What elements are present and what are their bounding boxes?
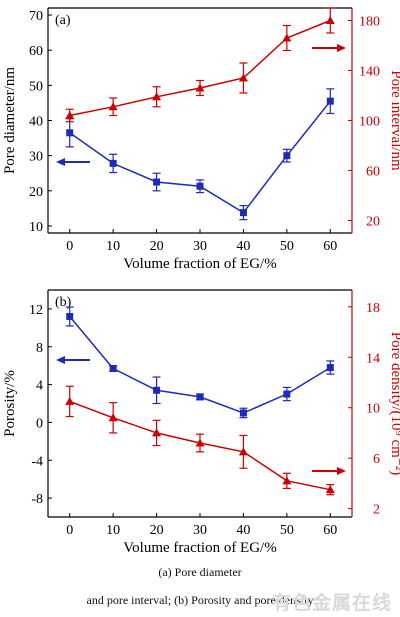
panel-b-series-blue-point [239, 409, 247, 417]
panel-b-right-tick-label: 2 [373, 503, 380, 518]
panel-a-series-blue-line [69, 100, 331, 214]
panel-b-label: (b) [55, 295, 72, 310]
panel-a-series-blue-point [326, 97, 334, 105]
panel-b-series-blue-point [326, 364, 334, 372]
panel-a-left-axis-arrowhead [56, 158, 65, 166]
panel-b-left-axis-arrowhead [56, 356, 65, 364]
panel-b-series-blue-point [283, 390, 291, 398]
panel-b-x-tick-label: 40 [236, 523, 250, 538]
panel-b-x-tick-label: 10 [106, 523, 120, 538]
panel-a-right-tick-label: 60 [366, 165, 380, 180]
panel-b-series-red-point [325, 485, 335, 494]
panel-a-left-axis-label: Pore diameter/nm [2, 67, 18, 174]
panel-a-right-axis-label: Pore interval/nm [388, 70, 400, 171]
panel-a-series-blue-point [239, 209, 247, 217]
panel-b-series-red-point [282, 476, 292, 485]
panel-b-left-tick-label: 4 [36, 379, 43, 394]
panel-a-series-blue-point [109, 159, 117, 167]
panel-a-x-tick-label: 60 [323, 239, 337, 254]
panel-b-left-tick-label: 0 [36, 416, 43, 431]
panel-a-left-tick-label: 40 [29, 115, 43, 130]
panel-b-x-tick-label: 20 [150, 523, 164, 538]
panel-b-series-blue-point [196, 393, 204, 401]
panel-a-series-red-point [282, 33, 292, 42]
panel-b-left-tick-label: 12 [29, 303, 43, 318]
panel-a-x-tick-label: 20 [150, 239, 164, 254]
panel-a-right-axis-arrowhead [337, 44, 346, 52]
panel-a-left-tick-label: 20 [29, 185, 43, 200]
panel-a-series-red-line [69, 19, 331, 117]
panel-a-series-red-point [108, 102, 118, 111]
panel-b-series-blue-point [153, 386, 161, 394]
panel-b-series-red-point [195, 438, 205, 447]
panel-a-x-tick-label: 10 [106, 239, 120, 254]
panel-a-series-red-point [195, 83, 205, 92]
panel-a-left-tick-label: 10 [29, 220, 43, 235]
panel-a-left-tick-label: 30 [29, 150, 43, 165]
panel-b-left-tick-label: 8 [36, 341, 43, 356]
watermark: 有色金属在线 [271, 592, 392, 614]
panel-b-series-red-point [152, 428, 162, 437]
panel-b-x-tick-label: 50 [280, 523, 294, 538]
panel-a-x-tick-label: 40 [236, 239, 250, 254]
panel-b-left-tick-label: -8 [31, 492, 43, 507]
panel-a-series-red-point [325, 16, 335, 24]
panel-b-right-tick-label: 18 [366, 301, 380, 316]
figure-caption-line-2: and pore interval; (b) Porosity and pore… [86, 593, 314, 607]
panel-a-series-blue-point [283, 152, 291, 160]
panel-a-left-tick-label: 50 [29, 79, 43, 94]
panel-b-x-axis-label: Volume fraction of EG/% [123, 540, 276, 556]
panel-b-right-axis-label: Pore density/(10⁹ cm⁻²) [388, 332, 400, 475]
figure-caption-line-1: (a) Pore diameter [158, 565, 242, 579]
panel-a-left-tick-label: 70 [29, 9, 43, 24]
panel-a-series-blue-point [196, 182, 204, 190]
panel-a-right-tick-label: 20 [366, 215, 380, 230]
panel-a-x-tick-label: 0 [66, 239, 73, 254]
panel-a-series-red-point [238, 73, 248, 82]
panel-b-x-tick-label: 0 [66, 523, 73, 538]
panel-b-right-tick-label: 14 [366, 351, 380, 366]
panel-a-label: (a) [55, 13, 71, 28]
panel-a-x-tick-label: 30 [193, 239, 207, 254]
panel-a-left-tick-label: 60 [29, 44, 43, 59]
panel-a-x-axis-label: Volume fraction of EG/% [123, 256, 276, 272]
panel-b-series-blue-point [66, 312, 74, 320]
panel-a-right-tick-label: 140 [359, 65, 380, 80]
panel-b-x-tick-label: 30 [193, 523, 207, 538]
panel-a-x-tick-label: 50 [280, 239, 294, 254]
panel-b-series-red-point [65, 396, 75, 405]
panel-a-series-blue-point [66, 129, 74, 137]
panel-b-right-axis-arrowhead [337, 467, 346, 475]
panel-b-left-axis-label: Porosity/% [2, 370, 18, 437]
panel-a-series-blue-point [153, 178, 161, 186]
panel-b-right-tick-label: 10 [366, 402, 380, 417]
panel-b-right-tick-label: 6 [373, 452, 380, 467]
panel-a-series-red-point [152, 92, 162, 101]
panel-a-right-tick-label: 180 [359, 15, 380, 30]
panel-a-series-red-point [65, 111, 75, 119]
panel-a-right-tick-label: 100 [359, 115, 380, 130]
panel-b-series-red-point [238, 447, 248, 456]
panel-b-series-red-point [108, 413, 118, 422]
panel-b-x-tick-label: 60 [323, 523, 337, 538]
panel-b-series-blue-point [109, 365, 117, 373]
panel-b-left-tick-label: -4 [31, 454, 43, 469]
